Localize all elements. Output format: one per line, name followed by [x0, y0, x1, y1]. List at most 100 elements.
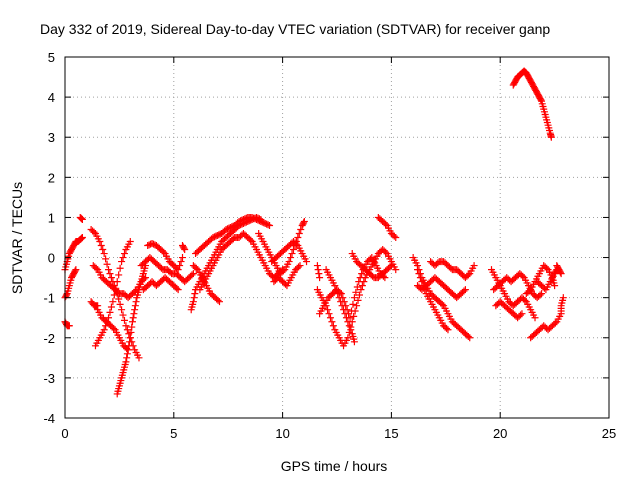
- data-point: [416, 274, 424, 282]
- data-point: [122, 358, 130, 366]
- axis-ticks: [64, 56, 610, 419]
- x-tick-label: 10: [275, 426, 289, 441]
- data-point: [123, 344, 131, 352]
- data-point: [130, 310, 138, 318]
- y-tick-label: 0: [48, 251, 55, 266]
- data-point: [341, 310, 349, 318]
- y-tick-label: -3: [43, 371, 55, 386]
- tick-labels: 0 5 10 15 20 25 -4 -3 -2 -1 0 1 2 3 4 5: [43, 50, 616, 441]
- data-point: [90, 228, 98, 236]
- data-point: [344, 318, 352, 326]
- data-point: [123, 354, 131, 362]
- data-point: [191, 290, 199, 298]
- data-point: [176, 262, 184, 270]
- data-point: [324, 306, 332, 314]
- data-point: [116, 300, 124, 308]
- data-point: [115, 295, 123, 303]
- data-points: [61, 67, 567, 398]
- data-point: [536, 291, 544, 299]
- data-point: [444, 326, 452, 334]
- data-point: [92, 264, 100, 272]
- data-point: [292, 240, 300, 248]
- data-point: [105, 266, 113, 274]
- data-point: [106, 308, 114, 316]
- y-tick-label: -4: [43, 411, 55, 426]
- data-point: [300, 219, 308, 227]
- x-tick-label: 20: [493, 426, 507, 441]
- data-point: [392, 234, 400, 241]
- data-point: [355, 291, 363, 299]
- data-point: [353, 283, 361, 291]
- y-tick-label: 3: [48, 130, 55, 145]
- data-point: [285, 258, 293, 266]
- data-point: [297, 225, 305, 233]
- data-point: [314, 266, 322, 274]
- data-point: [349, 300, 357, 308]
- data-point: [126, 238, 134, 246]
- data-point: [418, 278, 426, 286]
- data-point: [120, 250, 128, 258]
- data-point: [316, 274, 324, 282]
- data-point: [295, 229, 303, 237]
- data-point: [128, 318, 136, 326]
- data-point: [78, 234, 86, 241]
- data-point: [315, 270, 323, 278]
- x-axis-label: GPS time / hours: [281, 458, 388, 474]
- data-point: [347, 326, 355, 334]
- data-point: [328, 318, 336, 326]
- data-point: [78, 215, 86, 223]
- data-point: [353, 302, 361, 310]
- x-tick-label: 25: [602, 426, 616, 441]
- data-point: [96, 238, 104, 246]
- data-point: [326, 314, 334, 322]
- x-tick-label: 15: [384, 426, 398, 441]
- data-point: [180, 244, 188, 252]
- data-point: [538, 290, 546, 298]
- data-point: [109, 298, 117, 306]
- data-point: [381, 274, 389, 282]
- data-point: [525, 287, 533, 295]
- data-point: [443, 324, 451, 332]
- y-tick-label: 2: [48, 170, 55, 185]
- data-point: [119, 311, 127, 319]
- data-point: [129, 314, 137, 322]
- data-point: [131, 287, 139, 295]
- data-point: [386, 263, 394, 271]
- data-point: [135, 354, 143, 362]
- data-point: [124, 346, 132, 354]
- x-tick-label: 5: [170, 426, 177, 441]
- y-tick-label: 5: [48, 50, 55, 65]
- data-point: [551, 282, 559, 290]
- y-tick-label: -1: [43, 291, 55, 306]
- data-point: [325, 310, 333, 318]
- data-point: [460, 287, 468, 295]
- data-point: [332, 286, 340, 294]
- data-point: [350, 312, 358, 320]
- data-point: [97, 242, 105, 250]
- x-tick-label: 0: [61, 426, 68, 441]
- data-point: [559, 294, 567, 302]
- data-point: [72, 266, 80, 274]
- data-point: [537, 96, 545, 104]
- data-point: [266, 221, 274, 229]
- data-point: [189, 298, 197, 306]
- data-point: [78, 234, 86, 242]
- data-point: [547, 133, 555, 141]
- plot-frame: [64, 56, 610, 419]
- data-point: [102, 255, 110, 263]
- data-point: [173, 284, 181, 292]
- data-point: [189, 270, 197, 278]
- data-point: [329, 322, 337, 330]
- data-point: [123, 350, 131, 358]
- data-point: [126, 334, 134, 342]
- data-point: [519, 272, 527, 280]
- data-point: [190, 294, 198, 302]
- data-point: [118, 306, 126, 314]
- data-point: [140, 275, 148, 283]
- data-point: [296, 262, 304, 270]
- data-point: [387, 262, 395, 270]
- data-point: [556, 268, 564, 276]
- data-point: [543, 264, 551, 272]
